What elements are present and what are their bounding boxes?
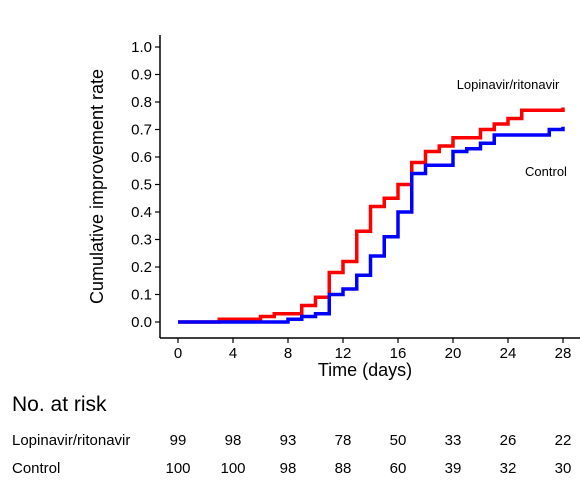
risk-value: 60 [389,460,407,477]
series-label-lopinavir: Lopinavir/ritonavir [457,77,560,92]
risk-value: 30 [554,460,572,477]
x-tick-label: 12 [335,345,352,362]
risk-value: 100 [165,460,191,477]
x-tick-label: 24 [500,345,517,362]
y-tick-label: 1.0 [131,39,152,56]
y-tick-label: 0.1 [131,287,152,304]
y-tick-label: 0.9 [131,67,152,84]
risk-row-control: Control 100 100 98 88 60 39 32 30 [0,460,585,482]
y-axis-label: Cumulative improvement rate [87,69,107,304]
risk-value: 93 [279,432,297,449]
y-tick-label: 0.7 [131,122,152,139]
x-tick-label: 28 [555,345,572,362]
x-tick-label: 4 [229,345,237,362]
risk-row-label: Control [12,460,61,477]
series-line-control [178,126,565,324]
y-tick-label: 0.6 [131,149,152,166]
x-tick-label: 20 [445,345,462,362]
km-plot: 0.0 0.1 0.2 0.3 0.4 0.5 0.6 0.7 0.8 0.9 1.0 0 4 8 12 16… [87,35,580,380]
y-tick-label: 0.4 [131,204,152,221]
x-tick-label: 16 [390,345,407,362]
y-tick-label: 0.3 [131,232,152,249]
risk-value: 26 [499,432,517,449]
axes: 0.0 0.1 0.2 0.3 0.4 0.5 0.6 0.7 0.8 0.9 1.0 0 4 8 12 16… [131,35,580,362]
risk-value: 98 [279,460,297,477]
risk-value: 88 [334,460,352,477]
x-axis-label: Time (days) [318,360,412,380]
risk-row-label: Lopinavir/ritonavir [12,432,131,449]
y-tick-label: 0.8 [131,94,152,111]
y-tick-label: 0.5 [131,177,152,194]
series-layer [178,107,565,324]
risk-table-title: No. at risk [12,393,107,416]
risk-value: 32 [499,460,517,477]
x-tick-label: 0 [174,345,182,362]
series-line-lopinavir [178,107,565,324]
risk-value: 78 [334,432,352,449]
y-tick-label: 0.0 [131,314,152,331]
y-tick-label: 0.2 [131,259,152,276]
series-label-control: Control [525,164,567,179]
risk-value: 22 [554,432,572,449]
risk-value: 39 [444,460,462,477]
risk-row-lopinavir: Lopinavir/ritonavir 99 98 93 78 50 33 26… [0,432,585,454]
x-tick-label: 8 [284,345,292,362]
risk-value: 100 [220,460,246,477]
risk-value: 50 [389,432,407,449]
risk-value: 33 [444,432,462,449]
risk-value: 99 [169,432,187,449]
risk-value: 98 [224,432,242,449]
